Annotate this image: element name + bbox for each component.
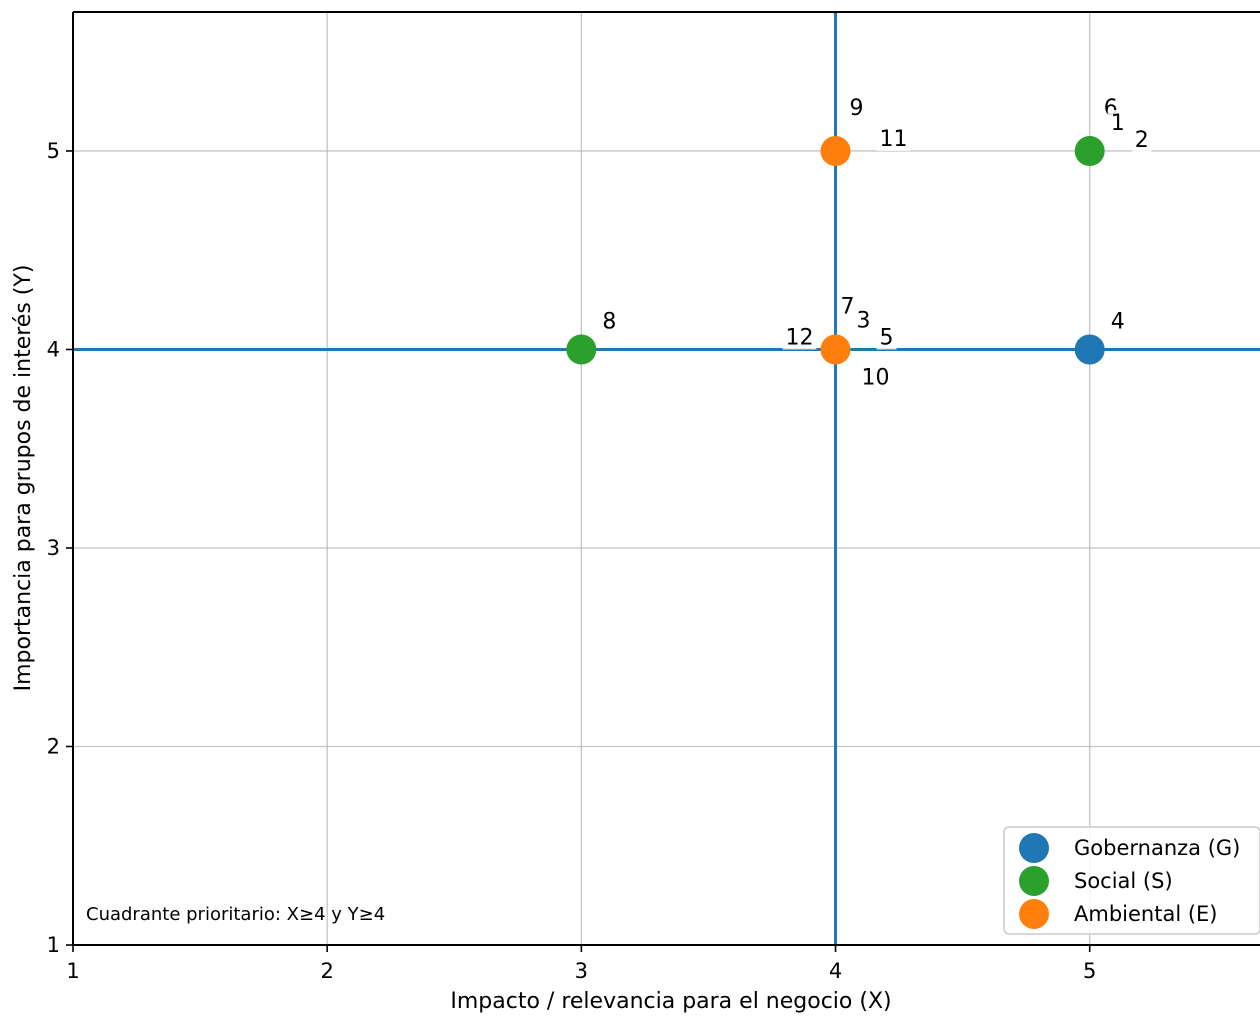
point-label-bg <box>1131 126 1152 152</box>
data-point <box>820 334 851 365</box>
point-label: 1 <box>1111 111 1125 136</box>
legend-label: Gobernanza (G) <box>1074 836 1240 860</box>
point-label-bg <box>846 94 867 120</box>
point-label-bg <box>1107 308 1128 334</box>
y-tick-label: 2 <box>47 734 60 758</box>
point-label-bg <box>858 364 893 390</box>
point-label-bg <box>599 308 620 334</box>
point-label-bg <box>853 307 874 333</box>
point-label: 11 <box>880 127 908 152</box>
point-label: 8 <box>602 309 616 334</box>
point-label-bg <box>1107 109 1128 135</box>
x-axis-title: Impacto / relevancia para el negocio (X) <box>450 989 891 1014</box>
x-tick-label: 5 <box>1083 959 1096 983</box>
point-label: 12 <box>786 325 814 350</box>
x-tick-label: 2 <box>320 959 333 983</box>
x-tick-label: 3 <box>575 959 588 983</box>
data-point <box>1074 135 1105 166</box>
legend-marker <box>1019 833 1049 863</box>
point-label: 2 <box>1135 128 1149 153</box>
point-label: 3 <box>857 308 871 333</box>
data-point <box>820 135 851 166</box>
legend-box <box>1003 826 1260 935</box>
data-point <box>1074 334 1105 365</box>
point-label-bg <box>837 293 858 319</box>
axes-frame <box>72 11 1260 946</box>
reference-lines-layer <box>73 12 1260 945</box>
y-tick-label: 4 <box>47 337 60 361</box>
legend-marker <box>1019 866 1049 896</box>
legend: Gobernanza (G) Social (S) Ambiental (E) <box>1003 826 1260 935</box>
legend-marker <box>1019 899 1049 929</box>
point-label: 4 <box>1111 309 1125 334</box>
legend-label: Ambiental (E) <box>1074 902 1217 926</box>
y-tick-label: 3 <box>47 536 60 560</box>
y-tick-label: 5 <box>47 139 60 163</box>
y-tick-label: 1 <box>47 933 60 957</box>
points-layer <box>566 135 1105 365</box>
point-label: 5 <box>880 325 894 350</box>
priority-quadrant-note: Cuadrante prioritario: X≥4 y Y≥4 <box>86 904 385 925</box>
point-label: 7 <box>841 294 855 319</box>
x-tick-label: 1 <box>66 959 79 983</box>
legend-label: Social (S) <box>1074 869 1173 893</box>
point-label: 10 <box>862 365 890 390</box>
point-label-bg <box>876 125 911 151</box>
point-label-bg <box>782 324 817 350</box>
x-tick-label: 4 <box>829 959 842 983</box>
data-point <box>566 334 597 365</box>
y-axis-title: Importancia para grupos de interés (Y) <box>11 265 36 692</box>
point-label: 9 <box>850 96 864 121</box>
point-label-bg <box>876 324 897 350</box>
